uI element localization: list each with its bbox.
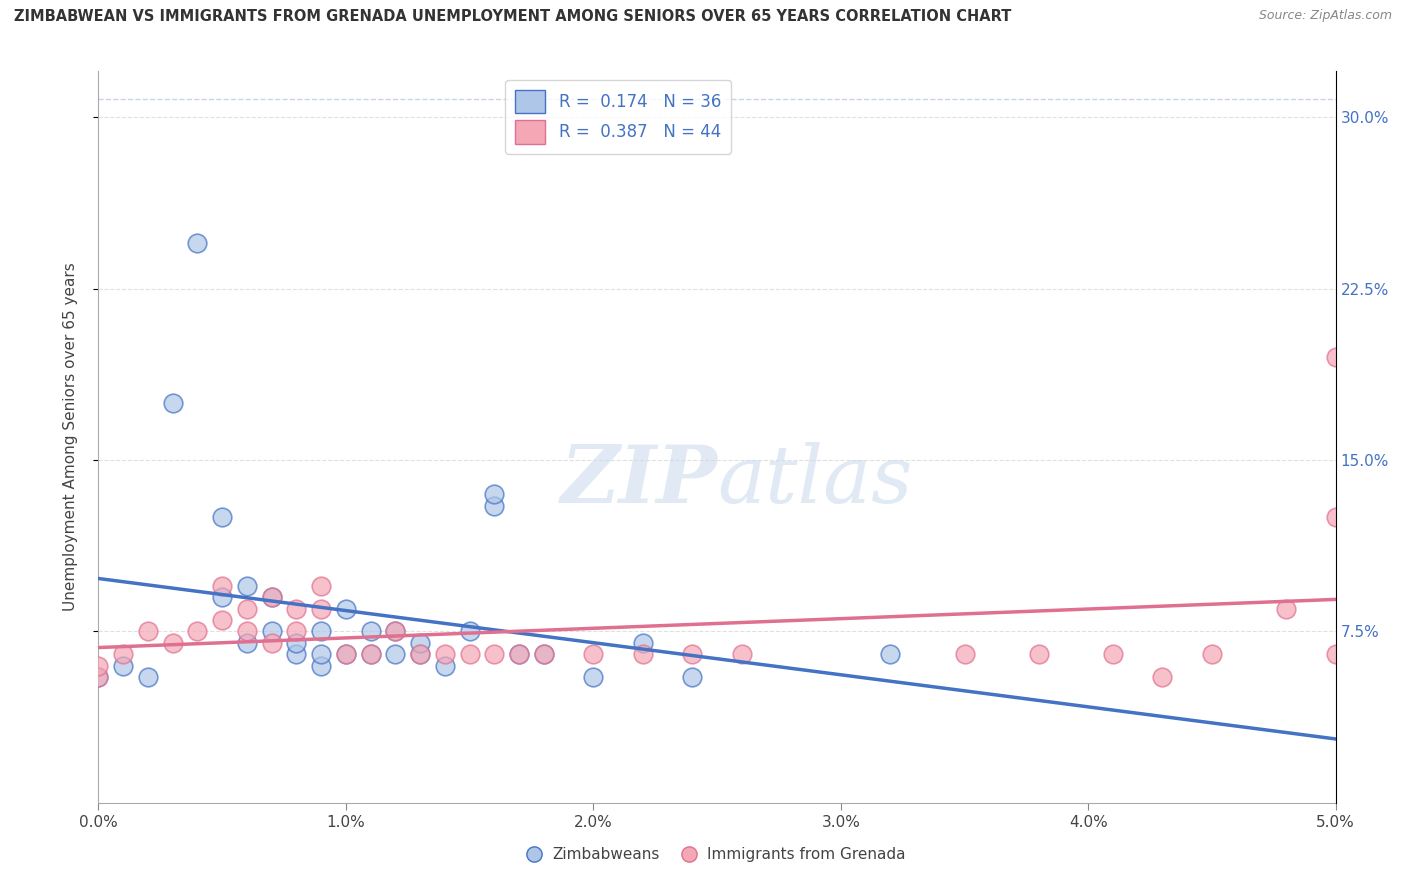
Point bbox=[953, 647, 976, 661]
Point bbox=[409, 636, 432, 650]
Point bbox=[433, 647, 456, 661]
Point bbox=[211, 579, 233, 593]
Point bbox=[360, 624, 382, 639]
Y-axis label: Unemployment Among Seniors over 65 years: Unemployment Among Seniors over 65 years bbox=[63, 263, 77, 611]
Point bbox=[1102, 647, 1125, 661]
Point bbox=[484, 499, 506, 513]
Point bbox=[533, 647, 555, 661]
Point bbox=[309, 647, 332, 661]
Point bbox=[458, 624, 481, 639]
Point bbox=[409, 647, 432, 661]
Point bbox=[162, 396, 184, 410]
Point bbox=[508, 647, 530, 661]
Point bbox=[409, 647, 432, 661]
Point bbox=[112, 647, 135, 661]
Point bbox=[186, 624, 208, 639]
Point bbox=[879, 647, 901, 661]
Point bbox=[309, 658, 332, 673]
Point bbox=[260, 624, 283, 639]
Point bbox=[1324, 350, 1347, 364]
Point bbox=[484, 487, 506, 501]
Point bbox=[508, 647, 530, 661]
Point bbox=[260, 636, 283, 650]
Point bbox=[309, 601, 332, 615]
Point bbox=[285, 647, 308, 661]
Point bbox=[285, 636, 308, 650]
Point bbox=[136, 670, 159, 684]
Point bbox=[1275, 601, 1298, 615]
Point bbox=[162, 636, 184, 650]
Point bbox=[87, 670, 110, 684]
Point bbox=[136, 624, 159, 639]
Point bbox=[211, 510, 233, 524]
Point bbox=[360, 647, 382, 661]
Point bbox=[681, 670, 703, 684]
Point bbox=[87, 658, 110, 673]
Point bbox=[433, 658, 456, 673]
Text: ZIP: ZIP bbox=[560, 442, 717, 520]
Point bbox=[309, 579, 332, 593]
Text: atlas: atlas bbox=[717, 442, 912, 520]
Point bbox=[236, 601, 259, 615]
Point bbox=[335, 647, 357, 661]
Point bbox=[384, 647, 406, 661]
Point bbox=[112, 658, 135, 673]
Point bbox=[484, 647, 506, 661]
Text: ZIMBABWEAN VS IMMIGRANTS FROM GRENADA UNEMPLOYMENT AMONG SENIORS OVER 65 YEARS C: ZIMBABWEAN VS IMMIGRANTS FROM GRENADA UN… bbox=[14, 9, 1011, 24]
Point bbox=[458, 647, 481, 661]
Point bbox=[1324, 510, 1347, 524]
Point bbox=[211, 590, 233, 604]
Legend: Zimbabweans, Immigrants from Grenada: Zimbabweans, Immigrants from Grenada bbox=[522, 841, 912, 868]
Point bbox=[384, 624, 406, 639]
Point bbox=[681, 647, 703, 661]
Point bbox=[236, 624, 259, 639]
Point bbox=[285, 601, 308, 615]
Point bbox=[582, 647, 605, 661]
Point bbox=[1152, 670, 1174, 684]
Point bbox=[335, 601, 357, 615]
Point bbox=[236, 636, 259, 650]
Point bbox=[87, 670, 110, 684]
Point bbox=[309, 624, 332, 639]
Point bbox=[631, 647, 654, 661]
Point bbox=[582, 670, 605, 684]
Point bbox=[285, 624, 308, 639]
Point bbox=[1324, 647, 1347, 661]
Point bbox=[533, 647, 555, 661]
Point bbox=[335, 647, 357, 661]
Point bbox=[236, 579, 259, 593]
Text: Source: ZipAtlas.com: Source: ZipAtlas.com bbox=[1258, 9, 1392, 22]
Point bbox=[260, 590, 283, 604]
Point bbox=[260, 590, 283, 604]
Point bbox=[211, 613, 233, 627]
Point bbox=[1201, 647, 1223, 661]
Point bbox=[1028, 647, 1050, 661]
Point bbox=[360, 647, 382, 661]
Point bbox=[731, 647, 754, 661]
Point bbox=[631, 636, 654, 650]
Point bbox=[384, 624, 406, 639]
Point bbox=[186, 235, 208, 250]
